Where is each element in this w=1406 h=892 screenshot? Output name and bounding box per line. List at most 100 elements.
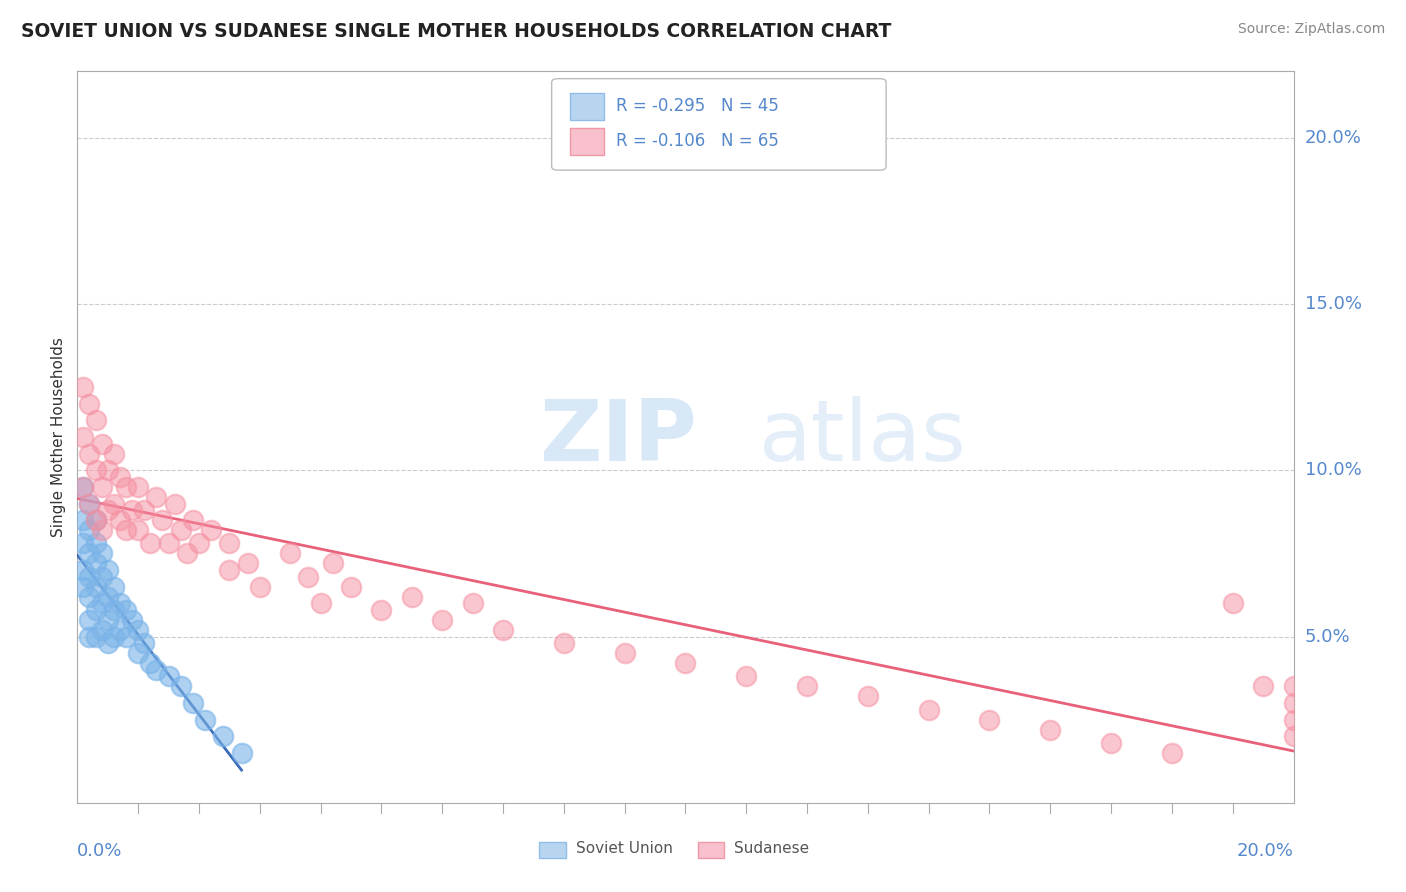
Point	[79, 613, 101, 627]
Point	[79, 397, 101, 411]
Point	[84, 603, 107, 617]
Point	[97, 503, 120, 517]
Point	[90, 546, 112, 560]
Point	[115, 603, 138, 617]
Point	[84, 557, 107, 571]
Point	[115, 523, 138, 537]
Point	[152, 513, 174, 527]
Point	[115, 630, 138, 644]
Point	[297, 570, 319, 584]
Point	[139, 536, 162, 550]
Point	[735, 669, 758, 683]
Text: Soviet Union: Soviet Union	[576, 841, 673, 856]
Point	[97, 590, 120, 604]
Point	[72, 380, 94, 394]
Point	[236, 557, 259, 571]
Point	[90, 623, 112, 637]
Point	[103, 447, 125, 461]
Point	[127, 623, 149, 637]
Text: ZIP: ZIP	[540, 395, 697, 479]
Text: Sudanese: Sudanese	[734, 841, 810, 856]
Point	[170, 523, 193, 537]
Point	[249, 580, 271, 594]
Point	[163, 497, 186, 511]
Point	[1282, 680, 1305, 694]
Point	[218, 536, 240, 550]
Point	[84, 630, 107, 644]
Point	[430, 613, 453, 627]
Point	[200, 523, 222, 537]
Point	[121, 613, 143, 627]
Point	[84, 580, 107, 594]
Text: 0.0%: 0.0%	[77, 842, 122, 860]
Point	[79, 630, 101, 644]
Point	[97, 613, 120, 627]
Point	[127, 480, 149, 494]
Point	[103, 497, 125, 511]
Point	[97, 563, 120, 577]
Point	[1099, 736, 1122, 750]
Point	[492, 623, 515, 637]
Point	[134, 636, 156, 650]
Point	[613, 646, 636, 660]
Point	[79, 497, 101, 511]
Point	[170, 680, 193, 694]
Text: 5.0%: 5.0%	[1305, 628, 1350, 646]
Point	[127, 523, 149, 537]
Point	[84, 413, 107, 427]
FancyBboxPatch shape	[569, 93, 605, 120]
Point	[181, 696, 204, 710]
Point	[108, 513, 131, 527]
Point	[979, 713, 1001, 727]
Point	[108, 623, 131, 637]
Point	[461, 596, 484, 610]
Point	[72, 536, 94, 550]
FancyBboxPatch shape	[551, 78, 886, 170]
Text: SOVIET UNION VS SUDANESE SINGLE MOTHER HOUSEHOLDS CORRELATION CHART: SOVIET UNION VS SUDANESE SINGLE MOTHER H…	[21, 22, 891, 41]
Text: 20.0%: 20.0%	[1305, 128, 1361, 147]
Text: R = -0.106   N = 65: R = -0.106 N = 65	[616, 132, 779, 150]
Point	[97, 636, 120, 650]
Point	[90, 523, 112, 537]
Point	[401, 590, 423, 604]
Point	[72, 430, 94, 444]
Point	[1282, 713, 1305, 727]
Point	[1282, 696, 1305, 710]
Point	[72, 480, 94, 494]
Point	[134, 503, 156, 517]
Point	[127, 646, 149, 660]
Point	[79, 590, 101, 604]
FancyBboxPatch shape	[569, 128, 605, 155]
Point	[370, 603, 392, 617]
Point	[856, 690, 879, 704]
Text: atlas: atlas	[758, 395, 966, 479]
Point	[103, 603, 125, 617]
Point	[90, 570, 112, 584]
Point	[340, 580, 363, 594]
Point	[103, 630, 125, 644]
Point	[1251, 680, 1274, 694]
Point	[108, 470, 131, 484]
Point	[139, 656, 162, 670]
Point	[1039, 723, 1062, 737]
Point	[176, 546, 198, 560]
Point	[145, 490, 167, 504]
Text: 10.0%: 10.0%	[1305, 461, 1361, 479]
Point	[103, 580, 125, 594]
Point	[108, 596, 131, 610]
Point	[322, 557, 344, 571]
Point	[212, 729, 235, 743]
Point	[79, 497, 101, 511]
Point	[90, 436, 112, 450]
Text: 20.0%: 20.0%	[1237, 842, 1294, 860]
FancyBboxPatch shape	[697, 841, 724, 858]
Text: 15.0%: 15.0%	[1305, 295, 1361, 313]
Point	[796, 680, 818, 694]
FancyBboxPatch shape	[540, 841, 567, 858]
Point	[218, 563, 240, 577]
Point	[188, 536, 211, 550]
Point	[84, 513, 107, 527]
Point	[79, 546, 101, 560]
Point	[309, 596, 332, 610]
Point	[72, 580, 94, 594]
